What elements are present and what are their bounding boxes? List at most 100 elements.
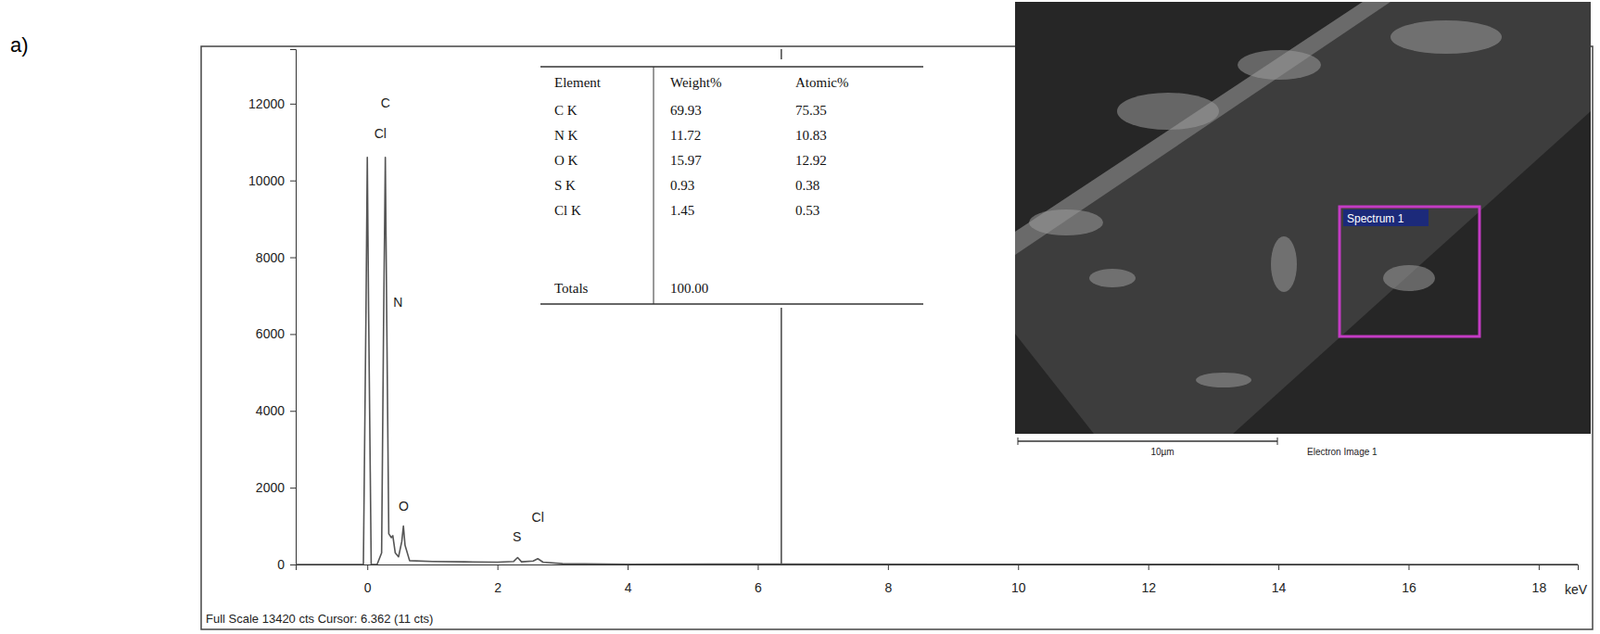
peak-label: C — [380, 95, 391, 111]
y-tick: 0 — [277, 557, 296, 572]
x-tick: 16 — [1401, 564, 1417, 596]
y-tick-mark — [290, 333, 296, 335]
x-axis-title: keV — [1564, 582, 1588, 597]
image-particle — [1390, 20, 1502, 54]
x-tick-mark — [1408, 564, 1410, 571]
y-tick-mark — [290, 180, 296, 182]
scale-bar-label: 10µm — [1150, 446, 1174, 458]
x-tick: 6 — [754, 564, 762, 596]
x-tick: 0 — [364, 564, 372, 596]
table-element: N K — [554, 127, 579, 143]
y-tick-mark — [290, 410, 296, 412]
y-tick-label: 2000 — [255, 480, 285, 496]
image-particle — [1028, 209, 1104, 236]
image-particle — [1117, 92, 1220, 130]
x-tick-label: 8 — [884, 580, 892, 596]
spectrum-box — [1339, 206, 1480, 337]
table-value: 15.97 — [670, 152, 702, 168]
panel-label: a) — [10, 33, 29, 57]
chart-svg: a) 0 2000 4000 6000 8000 10000 12000 0 2 4 6 8 10 12 14… — [0, 0, 1600, 634]
table-value: 11.72 — [670, 127, 701, 143]
x-tick-label: 12 — [1141, 580, 1156, 596]
table-value: 0.38 — [795, 177, 820, 193]
scale-bar-end — [1017, 437, 1019, 445]
table-header: Element — [554, 75, 602, 90]
y-tick: 12000 — [248, 96, 296, 112]
x-tick-mark — [627, 564, 629, 571]
image-particle — [1237, 50, 1321, 80]
sem-image: Spectrum 110µmElectron Image 1 — [1015, 1, 1591, 459]
image-fiber-edge — [1015, 1, 1391, 255]
table-rule-vertical — [653, 66, 655, 305]
image-particle — [1270, 236, 1297, 293]
y-tick-mark — [290, 103, 296, 105]
footer-text: Full Scale 13420 cts Cursor: 6.362 (11 c… — [205, 611, 433, 626]
image-particle — [1089, 268, 1136, 288]
x-tick-label: 18 — [1532, 580, 1548, 596]
y-tick-label: 0 — [277, 557, 285, 572]
x-tick-mark — [1017, 564, 1019, 571]
table-element: Cl K — [554, 203, 582, 218]
x-tick-mark — [1538, 564, 1540, 571]
y-axis-line — [290, 50, 297, 566]
image-particle — [1195, 372, 1252, 388]
peak-label: N — [393, 294, 403, 310]
y-tick-mark — [290, 257, 296, 259]
table-rule-top — [540, 65, 924, 68]
x-tick-mark — [1148, 564, 1150, 571]
x-tick-mark — [757, 564, 759, 571]
x-tick-label: 6 — [754, 580, 762, 596]
y-tick-label: 10000 — [248, 173, 285, 189]
y-tick-label: 12000 — [248, 96, 285, 112]
y-tick: 6000 — [255, 326, 296, 342]
table-value: 0.53 — [795, 203, 820, 218]
table-value: 69.93 — [670, 102, 702, 118]
table-header: Weight% — [670, 75, 722, 90]
y-axis: 0 2000 4000 6000 8000 10000 12000 — [248, 50, 296, 572]
y-tick: 2000 — [255, 480, 296, 496]
table-value: 10.83 — [795, 127, 827, 143]
annotations: CClNOSCl — [374, 95, 545, 545]
table-value: 0.93 — [670, 177, 695, 193]
x-tick-mark — [1278, 564, 1280, 571]
table-element: C K — [554, 102, 578, 118]
y-tick-label: 4000 — [255, 403, 285, 419]
image-background — [1015, 1, 1591, 434]
spectrum-label: Spectrum 1 — [1346, 212, 1405, 226]
y-tick-label: 6000 — [255, 326, 285, 342]
peak-label: Cl — [532, 509, 545, 525]
x-tick: 12 — [1141, 564, 1156, 596]
x-tick: 14 — [1271, 564, 1287, 596]
x-tick-label: 2 — [494, 580, 502, 596]
table-background — [540, 59, 924, 308]
y-tick: 4000 — [255, 403, 296, 419]
x-tick-label: 14 — [1271, 580, 1287, 596]
x-axis: 0 2 4 6 8 10 12 14 16 18 — [296, 564, 1579, 596]
caption-background — [1015, 434, 1591, 459]
x-tick: 2 — [494, 564, 502, 596]
scale-bar — [1017, 440, 1278, 443]
x-tick-label: 4 — [624, 580, 633, 596]
image-fiber — [1015, 1, 1591, 434]
x-tick-label: 10 — [1011, 580, 1027, 596]
y-tick-mark — [290, 487, 296, 489]
image-particle — [1383, 265, 1435, 292]
y-tick-label: 8000 — [255, 250, 285, 266]
x-tick-mark — [888, 564, 889, 571]
table-value: 12.92 — [795, 152, 827, 168]
table-value: 1.45 — [670, 203, 695, 218]
x-tick-label: 16 — [1401, 580, 1417, 596]
y-tick-mark — [290, 564, 296, 566]
x-tick: 18 — [1532, 564, 1548, 596]
composition-table: ElementWeight%Atomic%C K69.9375.35N K11.… — [540, 59, 924, 308]
table-total: 100.00 — [670, 280, 709, 296]
peak-label: S — [512, 529, 521, 545]
x-tick-mark — [367, 564, 369, 571]
x-tick: 8 — [884, 564, 892, 596]
y-tick: 8000 — [255, 250, 296, 266]
table-rule-bottom — [540, 303, 924, 305]
table-element: S K — [554, 177, 576, 193]
peak-label: Cl — [374, 126, 387, 141]
x-tick: 4 — [624, 564, 633, 596]
table-header: Atomic% — [795, 75, 850, 90]
